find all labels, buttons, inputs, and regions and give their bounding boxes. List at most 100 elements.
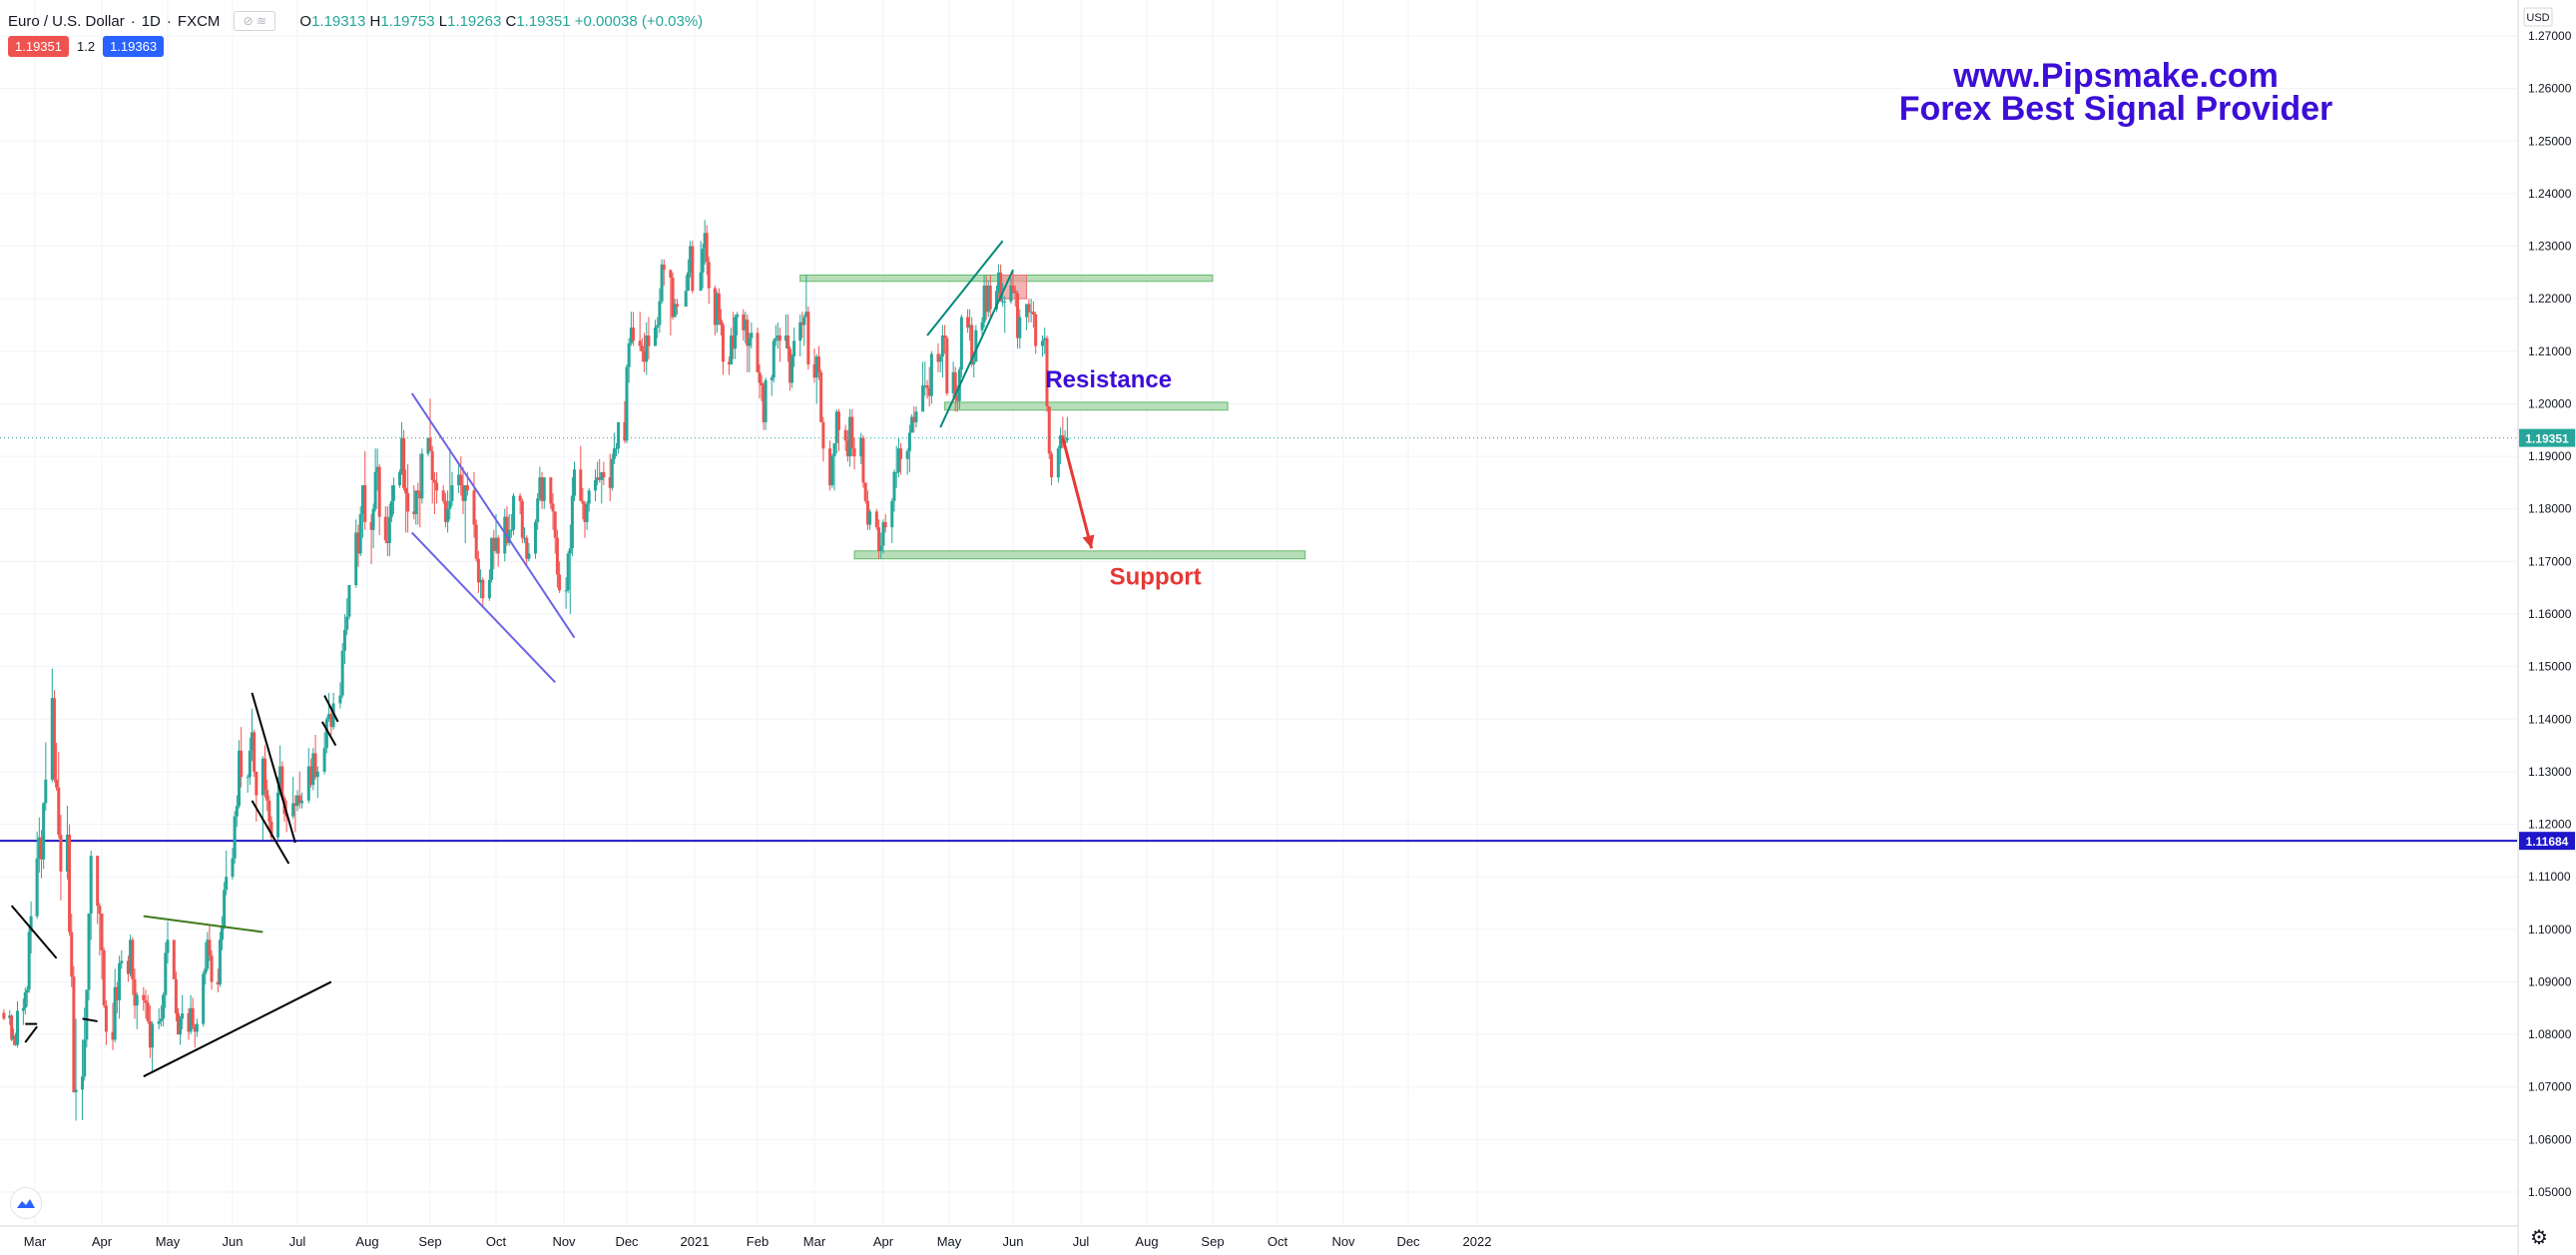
candle	[50, 668, 54, 783]
candle-body	[265, 790, 269, 801]
candle	[383, 506, 387, 543]
candle-body	[790, 356, 794, 383]
time-tick-label: Feb	[747, 1234, 769, 1249]
candle-body	[369, 521, 373, 530]
last-price-tag-bg	[2519, 428, 2575, 447]
candle-body	[375, 466, 379, 472]
candle	[527, 542, 531, 562]
candle	[658, 288, 662, 333]
candle	[37, 817, 41, 873]
price-tick-label: 1.15000	[2528, 660, 2572, 674]
candle	[600, 471, 604, 504]
gear-icon[interactable]: ⚙	[2530, 1227, 2548, 1249]
candle-body	[705, 233, 709, 263]
candle	[10, 1014, 14, 1041]
candle	[1031, 301, 1035, 328]
candle	[1034, 312, 1038, 354]
candle-body	[144, 999, 148, 1003]
candle-body	[564, 590, 568, 592]
candle	[645, 321, 649, 375]
candle	[70, 914, 74, 987]
price-tick-label: 1.21000	[2528, 344, 2572, 358]
candle	[1003, 296, 1007, 333]
candle-body	[81, 1076, 85, 1090]
candle-body	[772, 340, 775, 378]
candle-body	[658, 301, 662, 325]
candle-body	[717, 293, 721, 320]
candle-body	[843, 429, 847, 441]
candle-body	[191, 1007, 195, 1027]
candle-body	[297, 795, 301, 804]
candle	[540, 471, 544, 509]
candle	[377, 463, 381, 536]
candle	[760, 374, 764, 401]
candle	[717, 288, 721, 325]
candle	[728, 356, 732, 375]
candle-body	[874, 511, 878, 528]
candle-body	[955, 395, 959, 401]
candle	[914, 406, 918, 428]
candle	[329, 706, 333, 736]
candle-body	[278, 766, 282, 793]
close-value: 1.19351	[516, 12, 571, 30]
high-prefix: H	[369, 12, 381, 30]
high-value: 1.19753	[380, 12, 435, 30]
candle-body	[523, 537, 527, 539]
interval-label[interactable]: 1D	[141, 12, 161, 30]
candle-body	[728, 361, 732, 364]
candle-body	[800, 321, 804, 325]
candle	[736, 312, 740, 336]
candle-body	[600, 471, 604, 480]
candle-body	[189, 1007, 193, 1032]
candle	[974, 324, 978, 362]
candle	[843, 424, 847, 451]
candle-body	[331, 703, 335, 728]
tradingview-logo-icon[interactable]	[10, 1187, 42, 1219]
candle	[487, 569, 491, 601]
candle	[363, 450, 367, 530]
candle	[812, 348, 816, 383]
candle-body	[673, 304, 677, 317]
candle-body	[602, 471, 606, 478]
candle	[816, 345, 820, 380]
candle	[568, 524, 572, 614]
candle	[131, 937, 135, 995]
candle-body	[432, 479, 436, 483]
candle	[441, 485, 445, 504]
candle	[1065, 416, 1069, 443]
candle	[324, 716, 328, 754]
time-tick-label: Apr	[873, 1234, 894, 1249]
candle	[505, 506, 509, 546]
candle-body	[1056, 448, 1060, 478]
candle-body	[894, 471, 898, 473]
candle	[730, 327, 734, 364]
candle-body	[640, 345, 644, 351]
legend-toggle-button[interactable]: ⊘ ≋	[234, 11, 276, 31]
candle-body	[74, 1089, 78, 1092]
buy-button[interactable]: 1.19363	[103, 36, 165, 57]
candle-body	[883, 521, 887, 528]
candle-body	[479, 579, 483, 583]
candle-body	[852, 448, 856, 457]
candle-body	[503, 516, 507, 554]
candle	[404, 469, 408, 533]
candle-body	[877, 527, 881, 551]
sell-button[interactable]: 1.19351	[8, 36, 69, 57]
candle	[968, 309, 972, 341]
candle	[756, 327, 760, 372]
candle-body	[921, 385, 925, 412]
candle-body	[629, 327, 633, 343]
candle-body	[859, 437, 863, 457]
candle-body	[850, 416, 854, 449]
candle	[306, 748, 310, 804]
candle	[542, 477, 546, 509]
candle-body	[834, 411, 838, 443]
candle	[39, 830, 43, 879]
candle	[481, 577, 485, 607]
candle	[295, 790, 299, 812]
candle	[208, 924, 212, 961]
candle-body	[324, 719, 328, 749]
symbol-name[interactable]: Euro / U.S. Dollar	[8, 12, 125, 30]
